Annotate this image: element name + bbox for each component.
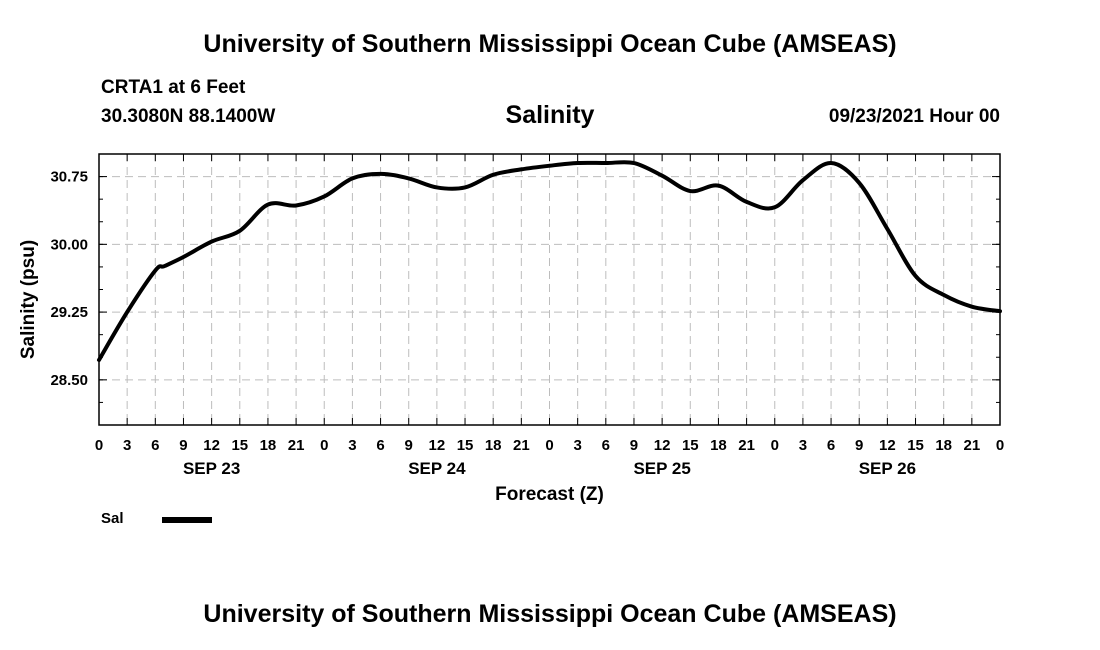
x-tick-label: 18 (260, 437, 277, 454)
x-tick-label: 21 (738, 437, 755, 454)
x-tick-label: 12 (203, 437, 220, 454)
x-tick-label: 15 (231, 437, 248, 454)
x-tick-label: 0 (996, 437, 1004, 454)
x-tick-label: 21 (513, 437, 530, 454)
x-tick-label: 9 (855, 437, 863, 454)
x-tick-label: 9 (405, 437, 413, 454)
x-tick-label: 18 (710, 437, 727, 454)
date-label: SEP 23 (183, 459, 240, 478)
y-tick-label: 29.25 (50, 304, 88, 321)
x-tick-label: 3 (573, 437, 581, 454)
date-label: SEP 26 (859, 459, 916, 478)
x-tick-label: 18 (485, 437, 502, 454)
series-layer (97, 160, 1002, 362)
x-axis-title: Forecast (Z) (495, 484, 604, 505)
x-tick-label: 9 (179, 437, 187, 454)
legend-swatch (162, 517, 212, 523)
station-label: CRTA1 at 6 Feet (101, 77, 246, 98)
x-tick-label: 15 (457, 437, 474, 454)
x-tick-label: 15 (682, 437, 699, 454)
y-tick-label: 30.00 (50, 236, 88, 253)
coordinates-label: 30.3080N 88.1400W (101, 106, 276, 127)
series-line-sal (97, 160, 1002, 362)
forecast-time: 09/23/2021 Hour 00 (828, 106, 1000, 127)
top-title: University of Southern Mississippi Ocean… (203, 30, 897, 58)
x-tick-label: 15 (907, 437, 924, 454)
grid (99, 154, 1000, 425)
x-tick-label: 21 (288, 437, 305, 454)
y-tick-label: 30.75 (50, 169, 88, 186)
legend-label: Sal (101, 510, 124, 527)
axis-labels: 0 3 6 9 12 15 18 21 0 3 6 9 12 15 18 21 0 3 6 9 12 15 18 21 0 3 6 9… (50, 169, 1004, 478)
x-tick-label: 9 (630, 437, 638, 454)
y-tick-label: 28.50 (50, 372, 88, 389)
x-tick-label: 6 (827, 437, 835, 454)
x-tick-label: 12 (429, 437, 446, 454)
x-tick-label: 0 (771, 437, 779, 454)
chart-title: Salinity (505, 101, 595, 129)
x-tick-label: 6 (376, 437, 384, 454)
bottom-title: University of Southern Mississippi Ocean… (203, 600, 897, 628)
x-tick-label: 3 (348, 437, 356, 454)
x-tick-label: 18 (935, 437, 952, 454)
x-tick-label: 12 (654, 437, 671, 454)
date-label: SEP 24 (408, 459, 466, 478)
y-axis-title: Salinity (psu) (18, 240, 39, 359)
x-tick-label: 0 (320, 437, 328, 454)
x-tick-label: 0 (95, 437, 103, 454)
x-tick-label: 12 (879, 437, 896, 454)
x-tick-label: 6 (602, 437, 610, 454)
x-tick-label: 3 (123, 437, 131, 454)
x-tick-label: 0 (545, 437, 553, 454)
date-label: SEP 25 (633, 459, 690, 478)
x-tick-label: 6 (151, 437, 159, 454)
x-tick-label: 3 (799, 437, 807, 454)
x-tick-label: 21 (964, 437, 981, 454)
